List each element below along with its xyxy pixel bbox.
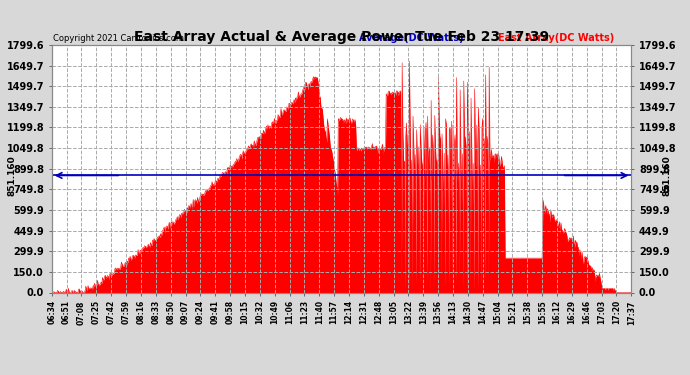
Text: Average(DC Watts): Average(DC Watts) bbox=[359, 33, 464, 42]
Text: Copyright 2021 Cartronics.com: Copyright 2021 Cartronics.com bbox=[53, 33, 184, 42]
Text: 851.160: 851.160 bbox=[663, 155, 672, 196]
Title: East Array Actual & Average Power Tue Feb 23 17:39: East Array Actual & Average Power Tue Fe… bbox=[134, 30, 549, 44]
Text: East Array(DC Watts): East Array(DC Watts) bbox=[498, 33, 614, 42]
Text: 851.160: 851.160 bbox=[8, 155, 17, 196]
